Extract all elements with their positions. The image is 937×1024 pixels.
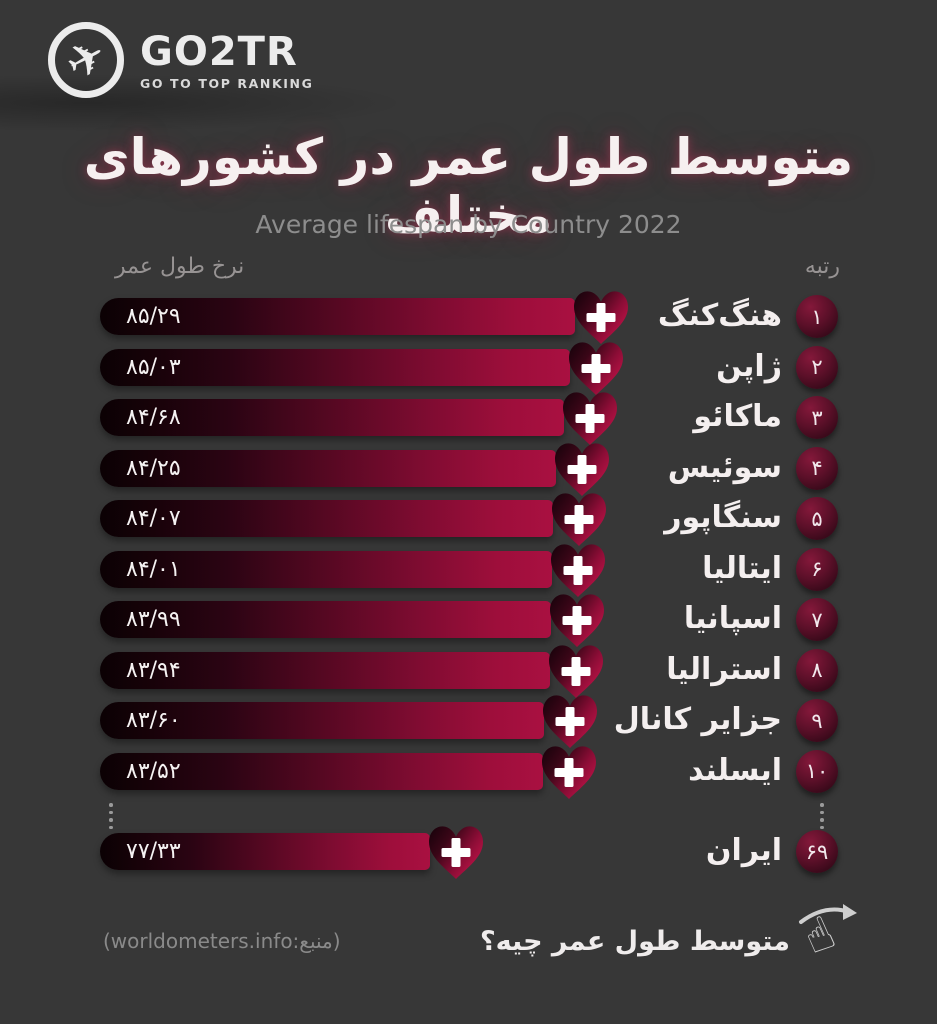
chart-row: ۸۳/۶۰ جزایر کانال ۹ bbox=[100, 695, 838, 748]
swipe-arrow-icon bbox=[799, 904, 857, 924]
rank-badge: ۶۹ bbox=[796, 830, 838, 873]
lifespan-value-label: ۸۴/۰۱ bbox=[126, 556, 181, 582]
brand-logo: ✈ GO2TR GO TO TOP RANKING bbox=[48, 22, 313, 98]
lifespan-value-label: ۸۴/۰۷ bbox=[126, 506, 181, 531]
lifespan-bar bbox=[100, 500, 553, 537]
bar-chart: ۸۵/۲۹ هنگ‌کنگ ۱ ۸۵/۰۳ ژاپن ۲ ۸۴/۶۸ ماکائ… bbox=[100, 291, 838, 892]
chart-row: ۸۴/۲۵ سوئیس ۴ bbox=[100, 442, 838, 496]
heart-plus-icon bbox=[574, 291, 628, 344]
country-label: اسپانیا bbox=[683, 601, 782, 636]
page-subtitle: Average lifespan by Country 2022 bbox=[255, 210, 682, 239]
lifespan-bar bbox=[100, 399, 564, 436]
lifespan-value-label: ۸۳/۶۰ bbox=[126, 708, 181, 733]
rank-badge: ۱ bbox=[796, 295, 838, 338]
rank-badge: ۶ bbox=[796, 547, 838, 591]
rank-badge: ۴ bbox=[796, 446, 838, 490]
source-credit: (worldometers.info:منبع) bbox=[103, 929, 341, 953]
lifespan-value-label: ۸۴/۲۵ bbox=[126, 455, 181, 481]
country-label: استرالیا bbox=[666, 651, 782, 687]
heart-plus-icon bbox=[569, 341, 624, 395]
logo-ring: ✈ bbox=[48, 22, 124, 98]
heart-plus-icon bbox=[550, 594, 605, 647]
lifespan-bar bbox=[100, 550, 552, 588]
heart-plus-icon bbox=[543, 695, 598, 748]
chart-row: ۸۴/۰۷ سنگاپور ۵ bbox=[100, 493, 838, 546]
chart-row: ۸۳/۵۲ ایسلند ۱۰ bbox=[100, 745, 838, 799]
chart-row: ۸۳/۹۴ استرالیا ۸ bbox=[100, 644, 838, 698]
heart-plus-icon bbox=[562, 392, 617, 445]
lifespan-value-label: ۸۵/۲۹ bbox=[126, 304, 181, 329]
lifespan-bar bbox=[100, 833, 430, 870]
chart-row: ۸۳/۹۹ اسپانیا ۷ bbox=[100, 594, 838, 647]
country-label: سوئیس bbox=[667, 449, 782, 485]
brand-tagline: GO TO TOP RANKING bbox=[140, 76, 314, 91]
airplane-icon: ✈ bbox=[56, 26, 116, 92]
lifespan-value-label: ۸۵/۰۳ bbox=[126, 354, 181, 380]
rank-badge: ۱۰ bbox=[796, 749, 838, 793]
rank-badge: ۵ bbox=[796, 497, 838, 540]
ellipsis-dots bbox=[108, 799, 114, 833]
rank-badge: ۷ bbox=[796, 598, 838, 641]
country-label: ایتالیا bbox=[702, 550, 782, 586]
lifespan-value-label: ۸۴/۶۸ bbox=[126, 405, 181, 430]
lifespan-value-label: ۷۷/۳۳ bbox=[126, 839, 181, 864]
lifespan-bar bbox=[100, 298, 575, 335]
chart-row: ۸۵/۲۹ هنگ‌کنگ ۱ bbox=[100, 291, 838, 344]
heart-plus-icon bbox=[549, 644, 604, 698]
lifespan-value-label: ۸۳/۵۲ bbox=[126, 758, 181, 784]
chart-row: ۸۴/۶۸ ماکائو ۳ bbox=[100, 392, 838, 445]
chart-row: ۸۵/۰۳ ژاپن ۲ bbox=[100, 341, 838, 395]
lifespan-bar bbox=[100, 449, 557, 487]
heart-plus-icon bbox=[550, 543, 605, 597]
lifespan-bar bbox=[100, 651, 551, 689]
page-title: متوسط طول عمر در کشورهای مختلف bbox=[83, 128, 854, 244]
country-label: جزایر کانال bbox=[613, 702, 782, 737]
ellipsis-dots bbox=[819, 799, 825, 833]
value-column-header: نرخ طول عمر bbox=[115, 254, 245, 279]
lifespan-bar bbox=[100, 348, 571, 386]
heart-plus-icon bbox=[541, 745, 596, 799]
lifespan-value-label: ۸۳/۹۹ bbox=[126, 607, 181, 632]
country-label: هنگ‌کنگ bbox=[657, 298, 782, 333]
rank-badge: ۳ bbox=[796, 396, 838, 439]
cta-question[interactable]: متوسط طول عمر چیه؟ bbox=[480, 926, 790, 957]
rank-badge: ۹ bbox=[796, 699, 838, 742]
country-label: سنگاپور bbox=[664, 500, 782, 535]
rank-badge: ۲ bbox=[796, 345, 838, 389]
chart-row: ۸۴/۰۱ ایتالیا ۶ bbox=[100, 543, 838, 597]
country-label: ماکائو bbox=[693, 399, 782, 434]
country-label: ایران bbox=[705, 833, 782, 868]
heart-plus-icon bbox=[551, 493, 606, 546]
lifespan-bar bbox=[100, 752, 543, 790]
country-label: ژاپن bbox=[716, 348, 782, 384]
heart-plus-icon bbox=[555, 442, 610, 496]
heart-plus-icon bbox=[429, 826, 483, 879]
rank-badge: ۸ bbox=[796, 648, 838, 692]
hand-swipe-icon[interactable]: ☝ bbox=[795, 898, 859, 978]
country-label: ایسلند bbox=[688, 752, 782, 788]
lifespan-bar bbox=[100, 702, 545, 739]
logo-text: GO2TR GO TO TOP RANKING bbox=[140, 22, 313, 91]
lifespan-value-label: ۸۳/۹۴ bbox=[126, 657, 181, 683]
brand-name: GO2TR bbox=[140, 29, 298, 75]
rank-column-header: رتبه bbox=[804, 254, 840, 279]
chart-row: ۷۷/۳۳ ایران ۶۹ bbox=[100, 826, 838, 879]
lifespan-bar bbox=[100, 601, 552, 638]
